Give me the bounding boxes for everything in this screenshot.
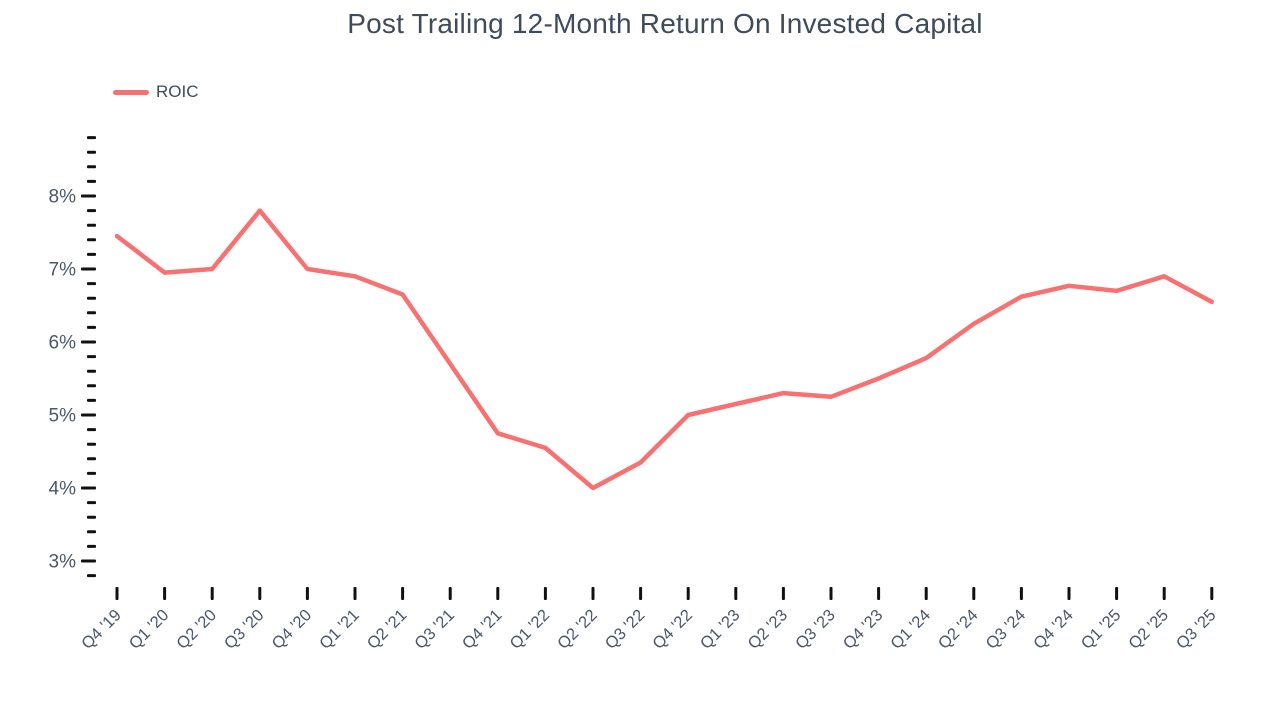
x-axis-tick [1067, 587, 1071, 600]
y-axis-tick-minor [87, 384, 96, 388]
y-axis-tick-minor [87, 442, 96, 446]
x-axis-tick [972, 587, 976, 600]
y-axis-tick-minor [87, 369, 96, 373]
y-axis-tick-minor [87, 544, 96, 548]
x-axis-label: Q1 '21 [316, 606, 363, 653]
y-axis-label: 8% [49, 187, 77, 208]
x-axis-tick [115, 587, 119, 600]
x-axis-tick [829, 587, 833, 600]
x-axis-label: Q2 '21 [364, 606, 411, 653]
x-axis-tick [543, 587, 547, 600]
x-axis-tick [448, 587, 452, 600]
x-axis-tick [163, 587, 167, 600]
chart-title: Post Trailing 12-Month Return On Investe… [347, 8, 983, 39]
y-axis-tick-minor [87, 282, 96, 286]
x-axis-label: Q2 '25 [1125, 606, 1172, 653]
y-axis-tick-minor [87, 165, 96, 169]
x-axis-tick [1019, 587, 1023, 600]
x-axis-label: Q3 '24 [982, 606, 1029, 653]
y-axis-tick-minor [87, 471, 96, 475]
x-axis-label: Q1 '20 [126, 606, 173, 653]
y-axis-label: 6% [49, 333, 77, 354]
y-axis-tick-minor [87, 311, 96, 315]
y-axis-tick-minor [87, 252, 96, 256]
y-axis-tick-minor [87, 428, 96, 432]
y-axis-tick-minor [87, 238, 96, 242]
y-axis-label: 5% [49, 406, 77, 427]
y-axis-label: 4% [49, 479, 77, 500]
x-axis-label: Q2 '20 [173, 606, 220, 653]
y-axis-tick-major [81, 267, 96, 271]
y-axis-tick-minor [87, 150, 96, 154]
x-axis-tick [258, 587, 262, 600]
y-axis-tick-major [81, 340, 96, 344]
x-axis-tick [924, 587, 928, 600]
y-axis-tick-minor [87, 530, 96, 534]
roic-line-series [114, 208, 1215, 491]
x-axis-label: Q2 '22 [554, 606, 601, 653]
x-axis-tick [1210, 587, 1214, 600]
x-axis-label: Q1 '22 [506, 606, 553, 653]
x-axis-label: Q1 '23 [697, 606, 744, 653]
x-axis-label: Q3 '25 [1173, 606, 1220, 653]
x-axis-label: Q3 '20 [221, 606, 268, 653]
y-axis-tick-minor [87, 355, 96, 359]
y-axis-tick-minor [87, 296, 96, 300]
x-axis-tick [1162, 587, 1166, 600]
y-axis-tick-minor [87, 515, 96, 519]
x-axis-label: Q3 '23 [792, 606, 839, 653]
x-axis-label: Q4 '24 [1030, 606, 1077, 653]
x-axis-label: Q3 '22 [602, 606, 649, 653]
y-axis-tick-major [81, 559, 96, 563]
legend-label-roic: ROIC [156, 82, 199, 101]
x-axis-tick [686, 587, 690, 600]
y-axis-tick-minor [87, 574, 96, 578]
y-axis-label: 7% [49, 260, 77, 281]
y-axis-tick-minor [87, 209, 96, 213]
x-axis-tick [496, 587, 500, 600]
x-axis-tick [1115, 587, 1119, 600]
y-axis-tick-minor [87, 223, 96, 227]
x-axis-label: Q2 '23 [744, 606, 791, 653]
x-axis-tick [639, 587, 643, 600]
y-axis-tick-major [81, 486, 96, 490]
x-axis-label: Q4 '19 [78, 606, 125, 653]
y-axis-tick-minor [87, 179, 96, 183]
x-axis-tick [781, 587, 785, 600]
x-axis-label: Q4 '21 [459, 606, 506, 653]
y-axis-tick-major [81, 194, 96, 198]
y-axis-tick-major [81, 413, 96, 417]
x-axis-label: Q4 '22 [649, 606, 696, 653]
x-axis-tick [734, 587, 738, 600]
x-axis-tick [591, 587, 595, 600]
y-axis-tick-minor [87, 457, 96, 461]
x-axis-label: Q1 '24 [887, 606, 934, 653]
legend-line-swatch-roic [113, 89, 149, 95]
x-axis-tick [353, 587, 357, 600]
y-axis-tick-minor [87, 325, 96, 329]
x-axis-label: Q2 '24 [935, 606, 982, 653]
legend: ROIC [113, 82, 199, 102]
x-axis-tick [401, 587, 405, 600]
x-axis-tick [210, 587, 214, 600]
x-axis-label: Q1 '25 [1078, 606, 1125, 653]
y-axis-tick-minor [87, 398, 96, 402]
x-axis-tick [877, 587, 881, 600]
y-axis-tick-minor [87, 501, 96, 505]
x-axis-tick [305, 587, 309, 600]
y-axis-tick-minor [87, 136, 96, 140]
x-axis-label: Q4 '23 [840, 606, 887, 653]
x-axis-label: Q4 '20 [268, 606, 315, 653]
x-axis-label: Q3 '21 [411, 606, 458, 653]
y-axis-label: 3% [49, 552, 77, 573]
